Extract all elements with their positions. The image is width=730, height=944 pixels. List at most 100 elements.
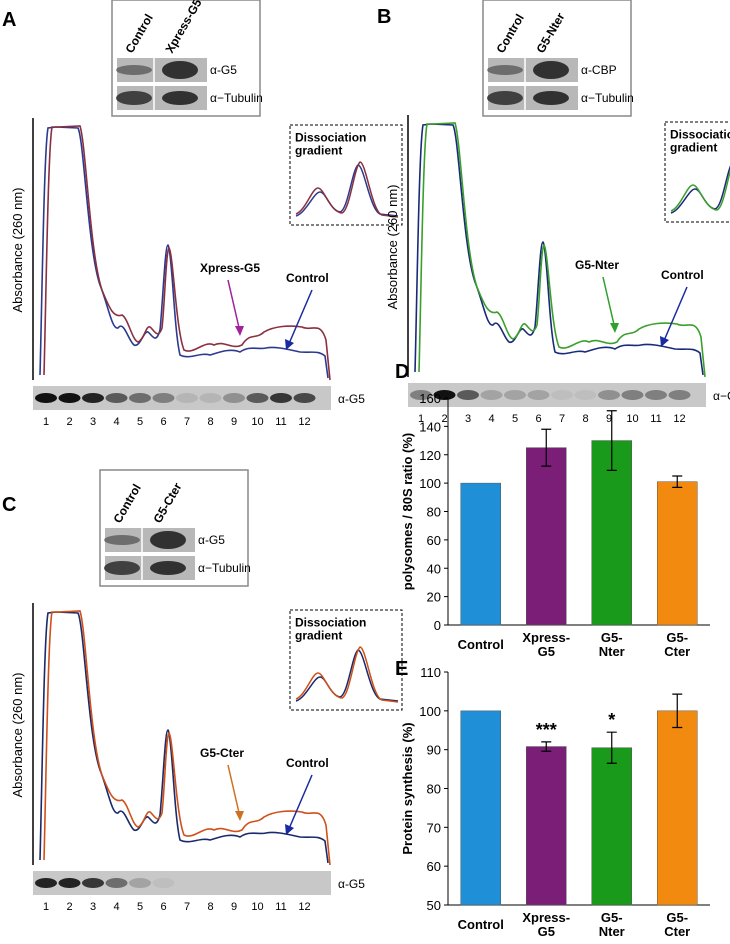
fraction-number: 8 bbox=[582, 413, 588, 425]
blot-band bbox=[162, 61, 198, 79]
bar bbox=[657, 710, 698, 906]
inset-box bbox=[664, 121, 730, 223]
y-tick-label: 80 bbox=[427, 505, 441, 520]
fraction-number: 12 bbox=[298, 416, 310, 428]
fraction-number: 5 bbox=[512, 413, 518, 425]
panel-label: E bbox=[395, 658, 408, 680]
fraction-number: 11 bbox=[275, 901, 286, 913]
blot-band bbox=[433, 390, 456, 400]
fraction-number: 2 bbox=[66, 416, 72, 428]
fraction-number: 11 bbox=[275, 416, 286, 428]
fraction-number: 2 bbox=[66, 901, 72, 913]
x-tick-label: Control bbox=[458, 637, 504, 652]
y-tick-label: 110 bbox=[420, 665, 441, 680]
bar bbox=[460, 710, 501, 906]
significance: * bbox=[608, 710, 615, 730]
blot-band bbox=[574, 390, 597, 400]
fraction-number: 7 bbox=[559, 413, 565, 425]
y-tick-label: 40 bbox=[427, 561, 441, 576]
y-tick-label: 160 bbox=[419, 391, 441, 406]
blot-band bbox=[504, 390, 526, 400]
y-tick-label: 80 bbox=[427, 782, 441, 797]
fraction-number: 9 bbox=[606, 413, 612, 425]
annotation: G5-Cter bbox=[200, 746, 244, 760]
fraction-number: 12 bbox=[673, 413, 685, 425]
blot-band bbox=[480, 390, 503, 400]
profile-control bbox=[414, 123, 704, 376]
blot-band bbox=[621, 390, 644, 400]
inset-label: Dissociation gradient bbox=[295, 130, 370, 157]
profile-control bbox=[39, 126, 329, 379]
blot-band bbox=[129, 878, 151, 888]
antibody-label: α-G5 bbox=[198, 533, 225, 547]
inset-variant bbox=[295, 161, 399, 218]
y-tick-label: 60 bbox=[427, 859, 441, 874]
blot-band bbox=[293, 393, 316, 403]
fraction-number: 1 bbox=[418, 413, 424, 425]
arrow-head bbox=[235, 326, 244, 336]
inset-variant bbox=[295, 646, 399, 703]
inset-box bbox=[289, 609, 403, 711]
inset-label: Dissociation gradient bbox=[295, 615, 370, 642]
blot-band bbox=[199, 393, 222, 403]
fraction-number: 9 bbox=[231, 416, 237, 428]
bar bbox=[591, 747, 632, 906]
fraction-number: 1 bbox=[43, 416, 49, 428]
fraction-number: 11 bbox=[650, 413, 661, 425]
antibody-label: α-G5 bbox=[210, 63, 237, 77]
blot-label: α-G5 bbox=[338, 877, 365, 891]
blot-band bbox=[104, 535, 140, 545]
fraction-number: 12 bbox=[298, 901, 310, 913]
fraction-number: 10 bbox=[251, 901, 263, 913]
annotation: Control bbox=[661, 268, 704, 282]
inset-control bbox=[295, 164, 399, 217]
blot-band bbox=[35, 393, 57, 403]
blot-band bbox=[457, 390, 479, 400]
arrow bbox=[227, 764, 241, 818]
blot-band bbox=[527, 390, 550, 400]
x-tick-label: G5-Cter bbox=[664, 910, 690, 939]
y-tick-label: 60 bbox=[427, 533, 441, 548]
blot-band bbox=[152, 878, 175, 888]
bar bbox=[526, 447, 567, 626]
inset-box bbox=[289, 124, 403, 226]
fraction-number: 3 bbox=[90, 416, 96, 428]
error-bar bbox=[672, 475, 683, 488]
y-axis-label: Absorbance (260 nm) bbox=[10, 672, 25, 797]
y-tick-label: 140 bbox=[419, 419, 441, 434]
y-axis-label: Absorbance (260 nm) bbox=[385, 184, 400, 309]
blot-band bbox=[487, 91, 523, 105]
y-tick-label: 100 bbox=[419, 704, 441, 719]
blot-band bbox=[270, 393, 292, 403]
arrow-head bbox=[660, 336, 669, 347]
bar bbox=[460, 482, 501, 626]
antibody-label: α-CBP bbox=[581, 63, 617, 77]
arrow bbox=[287, 289, 313, 347]
y-axis-label: polysomes / 80S ratio (%) bbox=[400, 433, 415, 591]
fraction-number: 9 bbox=[231, 901, 237, 913]
blot-band bbox=[105, 878, 128, 888]
y-tick-label: 50 bbox=[427, 898, 441, 913]
panel: C Control G5-Cter α-G5 α−Tubulin Absorbance (… bbox=[2, 469, 403, 913]
panel-label: D bbox=[395, 361, 409, 383]
y-tick-label: 100 bbox=[419, 476, 441, 491]
fraction-number: 6 bbox=[160, 901, 166, 913]
blot-band bbox=[533, 61, 569, 79]
arrow-head bbox=[610, 323, 619, 333]
blot-band bbox=[162, 91, 198, 105]
blot-band bbox=[105, 393, 128, 403]
fraction-number: 3 bbox=[90, 901, 96, 913]
panel-label: C bbox=[2, 494, 16, 516]
blot-band bbox=[598, 390, 620, 400]
x-tick-label: G5-Nter bbox=[599, 630, 625, 659]
blot-band bbox=[410, 390, 432, 400]
fraction-number: 5 bbox=[137, 416, 143, 428]
fraction-number: 4 bbox=[113, 416, 119, 428]
blot-band bbox=[116, 91, 152, 105]
panel-label: A bbox=[2, 9, 16, 31]
profile-control bbox=[39, 611, 329, 864]
panel: B Control G5-Nter α-CBP α−Tubulin Absorbance … bbox=[377, 0, 730, 425]
arrow bbox=[227, 279, 241, 333]
arrow bbox=[287, 774, 313, 832]
